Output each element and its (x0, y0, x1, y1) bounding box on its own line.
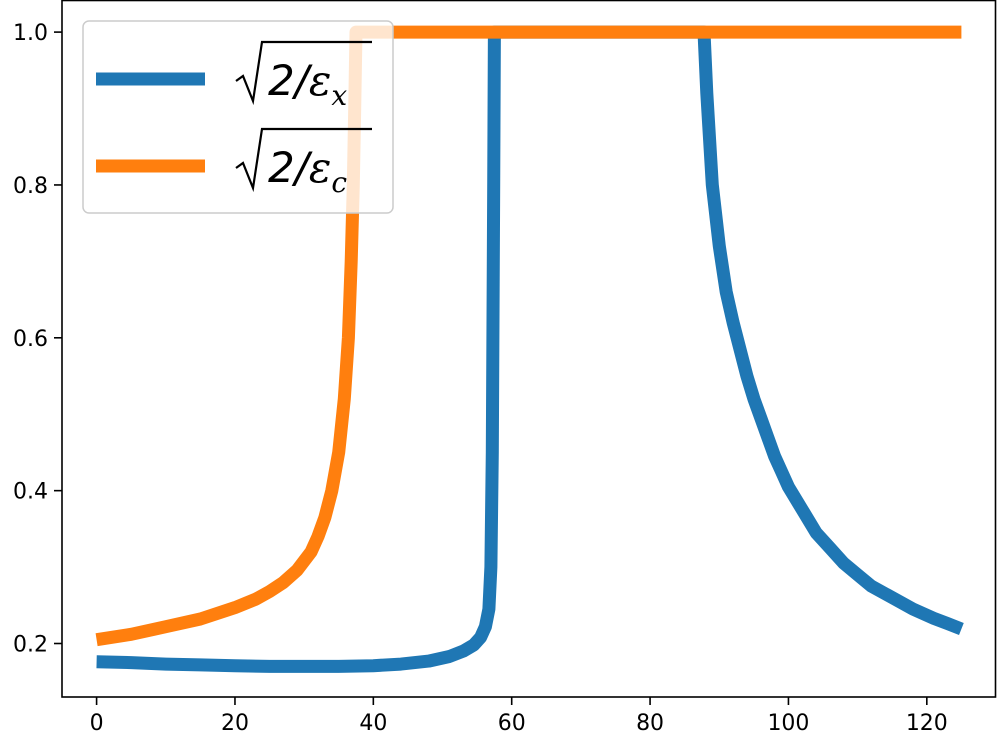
y-tick-label: 0.4 (13, 480, 48, 505)
legend-label-0: 2/εx (268, 56, 347, 112)
y-axis: 0.2 0.4 0.6 0.8 1.0 (13, 21, 62, 658)
x-tick-label: 20 (221, 711, 249, 736)
y-tick-label: 0.8 (13, 174, 48, 199)
legend: 2/εx 2/εc (82, 20, 394, 214)
x-tick-label: 80 (636, 711, 664, 736)
plot-frame (61, 0, 997, 698)
x-tick-label: 0 (90, 711, 104, 736)
x-tick-label: 40 (359, 711, 387, 736)
x-axis: 0 20 40 60 80 100 120 (90, 697, 948, 736)
sqrt-icon (235, 40, 372, 106)
y-tick-label: 0.2 (13, 633, 48, 658)
x-tick-label: 120 (906, 711, 948, 736)
y-tick-label: 0.6 (13, 327, 48, 352)
series-line-0 (96, 25, 964, 673)
x-tick-label: 60 (498, 711, 526, 736)
legend-label-1: 2/εc (268, 143, 347, 199)
y-tick-label: 1.0 (13, 21, 48, 46)
sqrt-icon (235, 127, 372, 193)
x-tick-label: 100 (767, 711, 809, 736)
